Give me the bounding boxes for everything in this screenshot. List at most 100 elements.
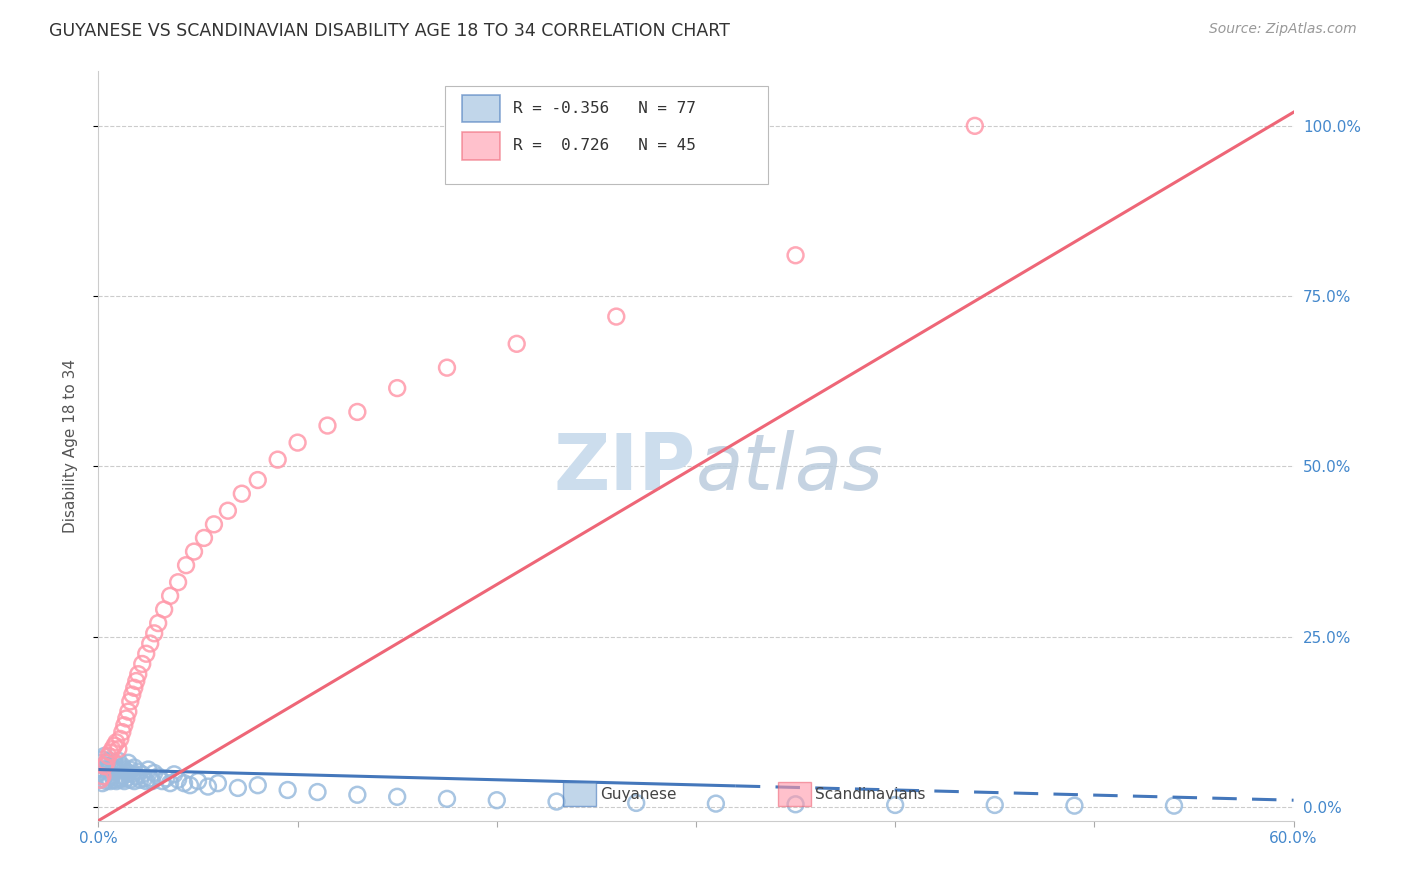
Point xyxy=(1063,798,1085,813)
Point xyxy=(346,405,368,419)
Point xyxy=(605,310,627,324)
Point xyxy=(125,769,148,783)
Point xyxy=(436,792,458,806)
Point xyxy=(91,752,114,766)
Point xyxy=(148,769,170,783)
FancyBboxPatch shape xyxy=(446,87,768,184)
Text: Source: ZipAtlas.com: Source: ZipAtlas.com xyxy=(1209,22,1357,37)
Point xyxy=(111,759,134,773)
Point xyxy=(143,766,166,780)
Point xyxy=(115,772,138,786)
Point xyxy=(110,772,132,787)
Point xyxy=(207,776,229,790)
Point xyxy=(105,763,128,777)
Point xyxy=(121,767,143,781)
Point xyxy=(197,780,219,794)
Point xyxy=(103,739,125,753)
Point xyxy=(135,774,157,789)
Point xyxy=(117,705,139,719)
Point xyxy=(143,626,166,640)
Point xyxy=(107,754,129,768)
Point xyxy=(187,774,209,789)
Point xyxy=(963,119,986,133)
Point xyxy=(111,725,134,739)
FancyBboxPatch shape xyxy=(461,95,501,122)
Point xyxy=(93,769,115,783)
Point xyxy=(96,756,118,770)
Point xyxy=(124,760,146,774)
Point xyxy=(307,785,329,799)
Text: ZIP: ZIP xyxy=(554,431,696,507)
Point xyxy=(385,789,409,804)
Point xyxy=(141,774,163,789)
Point xyxy=(183,544,205,558)
Point xyxy=(97,763,120,777)
Point xyxy=(148,616,170,631)
Point xyxy=(139,772,162,786)
Point xyxy=(277,783,299,797)
Point xyxy=(704,797,727,811)
Point xyxy=(436,360,458,375)
Point xyxy=(155,772,177,786)
Point xyxy=(112,718,135,732)
Point xyxy=(121,688,143,702)
Point xyxy=(226,780,249,795)
Point xyxy=(103,772,125,787)
Point xyxy=(91,763,114,777)
Point xyxy=(105,735,128,749)
Point xyxy=(98,774,122,789)
Point xyxy=(107,772,129,786)
Point xyxy=(105,774,128,789)
Point xyxy=(246,473,269,487)
Point xyxy=(89,772,111,787)
Point xyxy=(231,486,253,500)
Point xyxy=(267,452,290,467)
Point xyxy=(159,589,181,603)
Point xyxy=(287,435,309,450)
Point xyxy=(546,795,568,809)
Point xyxy=(97,748,120,763)
Text: Guyanese: Guyanese xyxy=(600,787,676,802)
Point xyxy=(131,767,153,781)
Point xyxy=(131,657,153,671)
Point xyxy=(193,531,215,545)
Y-axis label: Disability Age 18 to 34: Disability Age 18 to 34 xyxy=(63,359,77,533)
Point xyxy=(124,774,146,789)
Point xyxy=(136,763,159,777)
Point xyxy=(103,756,125,770)
Point xyxy=(101,760,124,774)
Point xyxy=(96,774,118,789)
Point xyxy=(93,748,115,763)
Point xyxy=(87,766,110,780)
Point xyxy=(174,558,197,573)
Point xyxy=(120,772,142,787)
FancyBboxPatch shape xyxy=(564,782,596,806)
Point xyxy=(110,760,132,774)
Point xyxy=(984,797,1007,812)
Text: GUYANESE VS SCANDINAVIAN DISABILITY AGE 18 TO 34 CORRELATION CHART: GUYANESE VS SCANDINAVIAN DISABILITY AGE … xyxy=(49,22,730,40)
Point xyxy=(115,711,138,725)
Point xyxy=(91,776,114,790)
Point xyxy=(385,381,409,395)
Point xyxy=(117,756,139,770)
FancyBboxPatch shape xyxy=(779,782,811,806)
Point xyxy=(117,766,139,780)
Point xyxy=(1163,798,1185,813)
Point xyxy=(101,769,124,783)
Point xyxy=(506,336,529,351)
Point xyxy=(125,673,148,688)
Point xyxy=(111,769,134,783)
Point xyxy=(626,796,648,810)
Point xyxy=(112,774,135,789)
Point xyxy=(120,694,142,708)
Point xyxy=(785,248,807,262)
Point xyxy=(124,681,146,695)
Point xyxy=(98,759,122,773)
Point xyxy=(139,636,162,650)
Point xyxy=(159,776,181,790)
Point xyxy=(167,575,190,590)
Point xyxy=(316,418,339,433)
Point xyxy=(150,774,173,789)
Text: Scandinavians: Scandinavians xyxy=(815,787,927,802)
Point xyxy=(163,767,186,781)
